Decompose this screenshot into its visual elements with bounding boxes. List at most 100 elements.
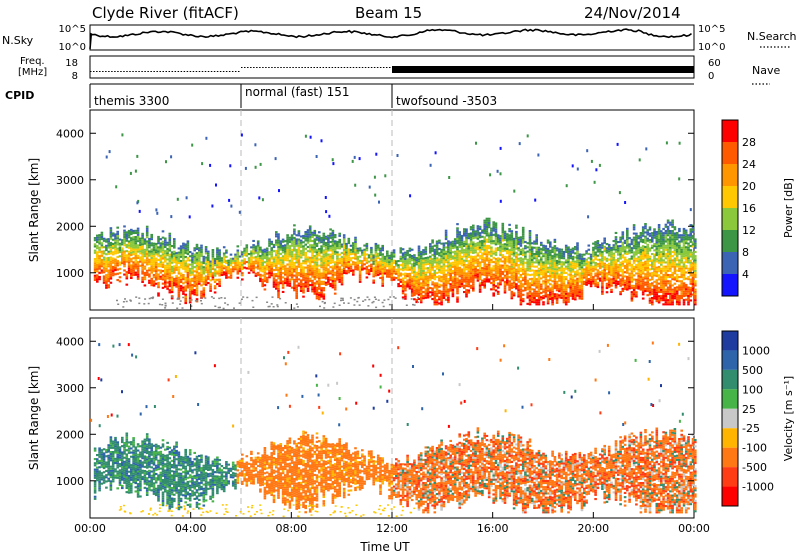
data-cell bbox=[193, 284, 196, 287]
data-cell bbox=[467, 260, 471, 263]
data-cell bbox=[526, 242, 529, 245]
data-cell bbox=[442, 259, 446, 262]
data-cell bbox=[474, 232, 477, 235]
data-cell bbox=[540, 266, 543, 269]
data-cell bbox=[535, 238, 538, 241]
data-cell bbox=[177, 257, 181, 260]
freq-dot bbox=[132, 71, 134, 72]
data-cell bbox=[465, 241, 468, 244]
data-cell bbox=[510, 276, 514, 279]
data-cell bbox=[415, 273, 418, 276]
data-cell bbox=[184, 262, 187, 265]
data-cell bbox=[322, 249, 326, 252]
data-cell bbox=[506, 277, 509, 280]
freq-dot bbox=[162, 71, 164, 72]
data-cell bbox=[453, 244, 457, 247]
data-cell bbox=[395, 268, 398, 271]
data-cell bbox=[102, 267, 106, 270]
data-cell bbox=[635, 291, 638, 294]
data-cell bbox=[252, 256, 255, 259]
data-cell bbox=[388, 265, 391, 268]
data-cell bbox=[530, 269, 534, 272]
data-cell bbox=[499, 281, 502, 284]
data-cell bbox=[569, 263, 572, 266]
data-cell bbox=[130, 245, 133, 248]
data-cell bbox=[578, 263, 582, 266]
data-cell bbox=[535, 292, 538, 295]
data-cell bbox=[379, 270, 382, 273]
data-cell bbox=[182, 292, 185, 295]
data-cell bbox=[558, 277, 561, 280]
data-cell bbox=[528, 242, 532, 245]
data-cell bbox=[340, 274, 344, 277]
data-cell bbox=[644, 241, 647, 244]
data-cell bbox=[331, 244, 335, 247]
data-cell bbox=[318, 291, 321, 294]
data-cell bbox=[524, 255, 527, 258]
data-cell bbox=[576, 248, 579, 251]
data-cell bbox=[225, 255, 228, 258]
data-cell bbox=[161, 244, 165, 247]
data-cell bbox=[315, 259, 319, 262]
data-cell bbox=[653, 297, 656, 300]
data-cell bbox=[331, 282, 335, 285]
data-cell bbox=[406, 254, 409, 257]
data-cell bbox=[256, 240, 260, 243]
data-cell bbox=[320, 259, 323, 262]
data-cell bbox=[188, 290, 192, 293]
data-cell bbox=[515, 241, 518, 244]
data-cell bbox=[182, 255, 185, 258]
data-cell bbox=[318, 241, 321, 244]
freq-dot bbox=[228, 71, 231, 72]
data-cell bbox=[560, 261, 563, 264]
data-cell bbox=[465, 257, 468, 260]
data-cell bbox=[193, 291, 196, 294]
data-cell bbox=[308, 277, 312, 280]
data-cell bbox=[651, 234, 654, 237]
data-cell bbox=[510, 278, 514, 281]
data-cell bbox=[621, 233, 625, 236]
data-cell bbox=[159, 263, 163, 266]
data-cell bbox=[148, 275, 151, 278]
data-cell bbox=[610, 251, 613, 254]
data-cell bbox=[318, 268, 321, 271]
data-cell bbox=[442, 271, 446, 274]
data-cell bbox=[506, 250, 509, 253]
data-cell bbox=[272, 264, 276, 267]
data-cell bbox=[635, 293, 638, 296]
freq-dot bbox=[129, 71, 131, 72]
data-cell bbox=[277, 243, 280, 246]
data-cell bbox=[562, 290, 566, 293]
data-cell bbox=[537, 269, 541, 272]
data-cell bbox=[635, 257, 638, 260]
data-cell bbox=[463, 286, 466, 289]
data-cell bbox=[440, 290, 443, 293]
data-cell bbox=[148, 242, 151, 245]
data-cell bbox=[109, 244, 113, 247]
data-cell bbox=[555, 287, 559, 290]
data-cell bbox=[336, 274, 339, 277]
data-cell bbox=[535, 286, 538, 289]
data-cell bbox=[358, 261, 362, 264]
data-cell bbox=[467, 235, 471, 238]
data-cell bbox=[562, 288, 566, 291]
data-cell bbox=[170, 276, 174, 279]
data-cell bbox=[417, 268, 421, 271]
data-cell bbox=[342, 257, 346, 260]
data-cell bbox=[478, 278, 482, 281]
data-cell bbox=[186, 246, 190, 249]
data-cell bbox=[127, 259, 131, 262]
data-cell bbox=[204, 271, 208, 274]
data-cell bbox=[487, 217, 491, 220]
data-cell bbox=[458, 260, 461, 263]
data-cell bbox=[96, 236, 99, 239]
data-cell bbox=[227, 261, 230, 264]
data-cell bbox=[530, 288, 534, 291]
data-cell bbox=[585, 273, 588, 276]
data-cell bbox=[512, 286, 516, 289]
data-cell bbox=[179, 255, 183, 258]
data-cell bbox=[406, 260, 409, 263]
data-cell bbox=[159, 271, 163, 274]
data-cell bbox=[483, 257, 486, 260]
